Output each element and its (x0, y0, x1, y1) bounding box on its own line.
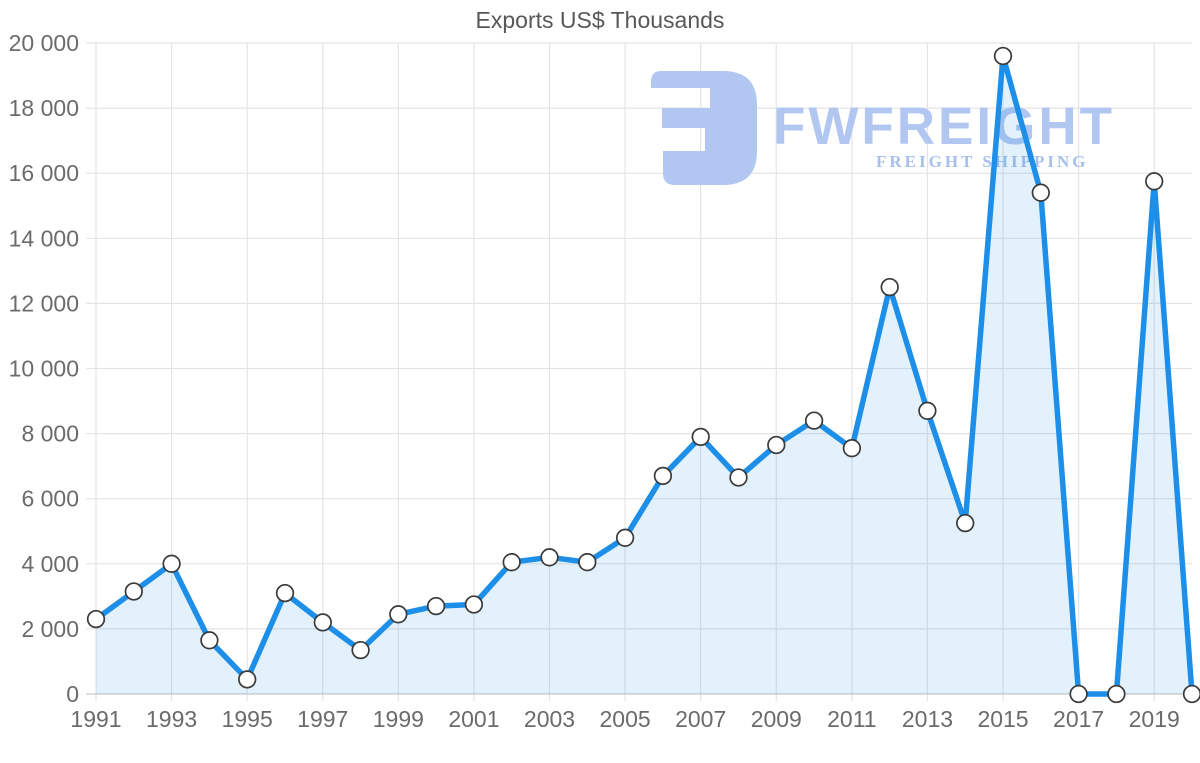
data-point-marker[interactable] (880, 277, 899, 297)
x-axis-label: 1999 (373, 706, 424, 732)
data-point-marker[interactable] (313, 613, 332, 632)
y-axis-label: 18 000 (9, 95, 79, 121)
data-point-marker[interactable] (275, 583, 295, 603)
data-point-marker[interactable] (691, 427, 710, 447)
series-line (93, 53, 1195, 697)
x-axis-label: 2019 (1129, 706, 1180, 732)
data-point-marker[interactable] (540, 548, 559, 567)
x-axis-label: 2007 (675, 706, 726, 732)
watermark-brand: FWFREIGHT (773, 97, 1115, 156)
data-point-marker[interactable] (956, 513, 975, 533)
x-axis-label: 1997 (297, 706, 348, 732)
data-point-marker[interactable] (1145, 172, 1164, 191)
data-point-marker[interactable] (615, 528, 635, 547)
data-point-marker[interactable] (124, 582, 143, 601)
x-axis-label: 2017 (1053, 706, 1104, 732)
data-point-marker[interactable] (653, 466, 673, 486)
x-axis-label: 2009 (751, 706, 802, 732)
y-axis-label: 20 000 (9, 30, 79, 56)
data-point-marker[interactable] (426, 596, 446, 616)
data-point-marker[interactable] (578, 553, 597, 572)
data-point-marker[interactable] (767, 435, 786, 455)
x-axis-label: 1991 (70, 706, 121, 732)
fwfreight-logo-icon (651, 71, 757, 185)
data-point-marker[interactable] (993, 46, 1013, 66)
y-axis-label: 12 000 (9, 290, 79, 316)
data-point-marker[interactable] (238, 670, 257, 689)
x-axis-label: 2003 (524, 706, 575, 732)
x-axis-label: 1995 (222, 706, 273, 732)
y-axis-label: 0 (66, 681, 79, 707)
x-axis-label: 2011 (827, 706, 876, 732)
x-axis-label: 2013 (902, 706, 953, 732)
data-point-marker[interactable] (86, 609, 106, 629)
data-point-marker[interactable] (1069, 684, 1088, 704)
data-point-marker[interactable] (1182, 684, 1200, 704)
data-point-marker[interactable] (351, 640, 370, 660)
x-axis-label: 2015 (977, 706, 1028, 732)
y-axis-label: 4 000 (21, 551, 79, 577)
chart-title: Exports US$ Thousands (475, 7, 725, 33)
data-point-marker[interactable] (1031, 183, 1050, 202)
y-axis-label: 2 000 (21, 616, 79, 642)
x-axis-label: 2001 (448, 706, 499, 732)
data-point-marker[interactable] (389, 605, 408, 624)
data-point-marker[interactable] (200, 631, 219, 650)
data-point-marker[interactable] (464, 595, 484, 614)
x-axis-label: 2005 (600, 706, 651, 732)
data-point-marker[interactable] (729, 468, 748, 487)
data-point-marker[interactable] (804, 411, 824, 430)
data-point-marker[interactable] (1107, 684, 1126, 704)
x-axis-label: 1993 (146, 706, 197, 732)
y-axis-label: 10 000 (9, 356, 79, 382)
y-axis-label: 8 000 (21, 421, 79, 447)
data-point-marker[interactable] (502, 553, 521, 572)
y-axis-label: 16 000 (9, 160, 79, 186)
y-axis-label: 6 000 (21, 486, 79, 512)
y-axis-label: 14 000 (9, 225, 79, 251)
data-point-marker[interactable] (162, 554, 181, 573)
data-point-marker[interactable] (842, 439, 862, 458)
series-area (96, 56, 1192, 694)
data-point-marker[interactable] (918, 401, 937, 420)
